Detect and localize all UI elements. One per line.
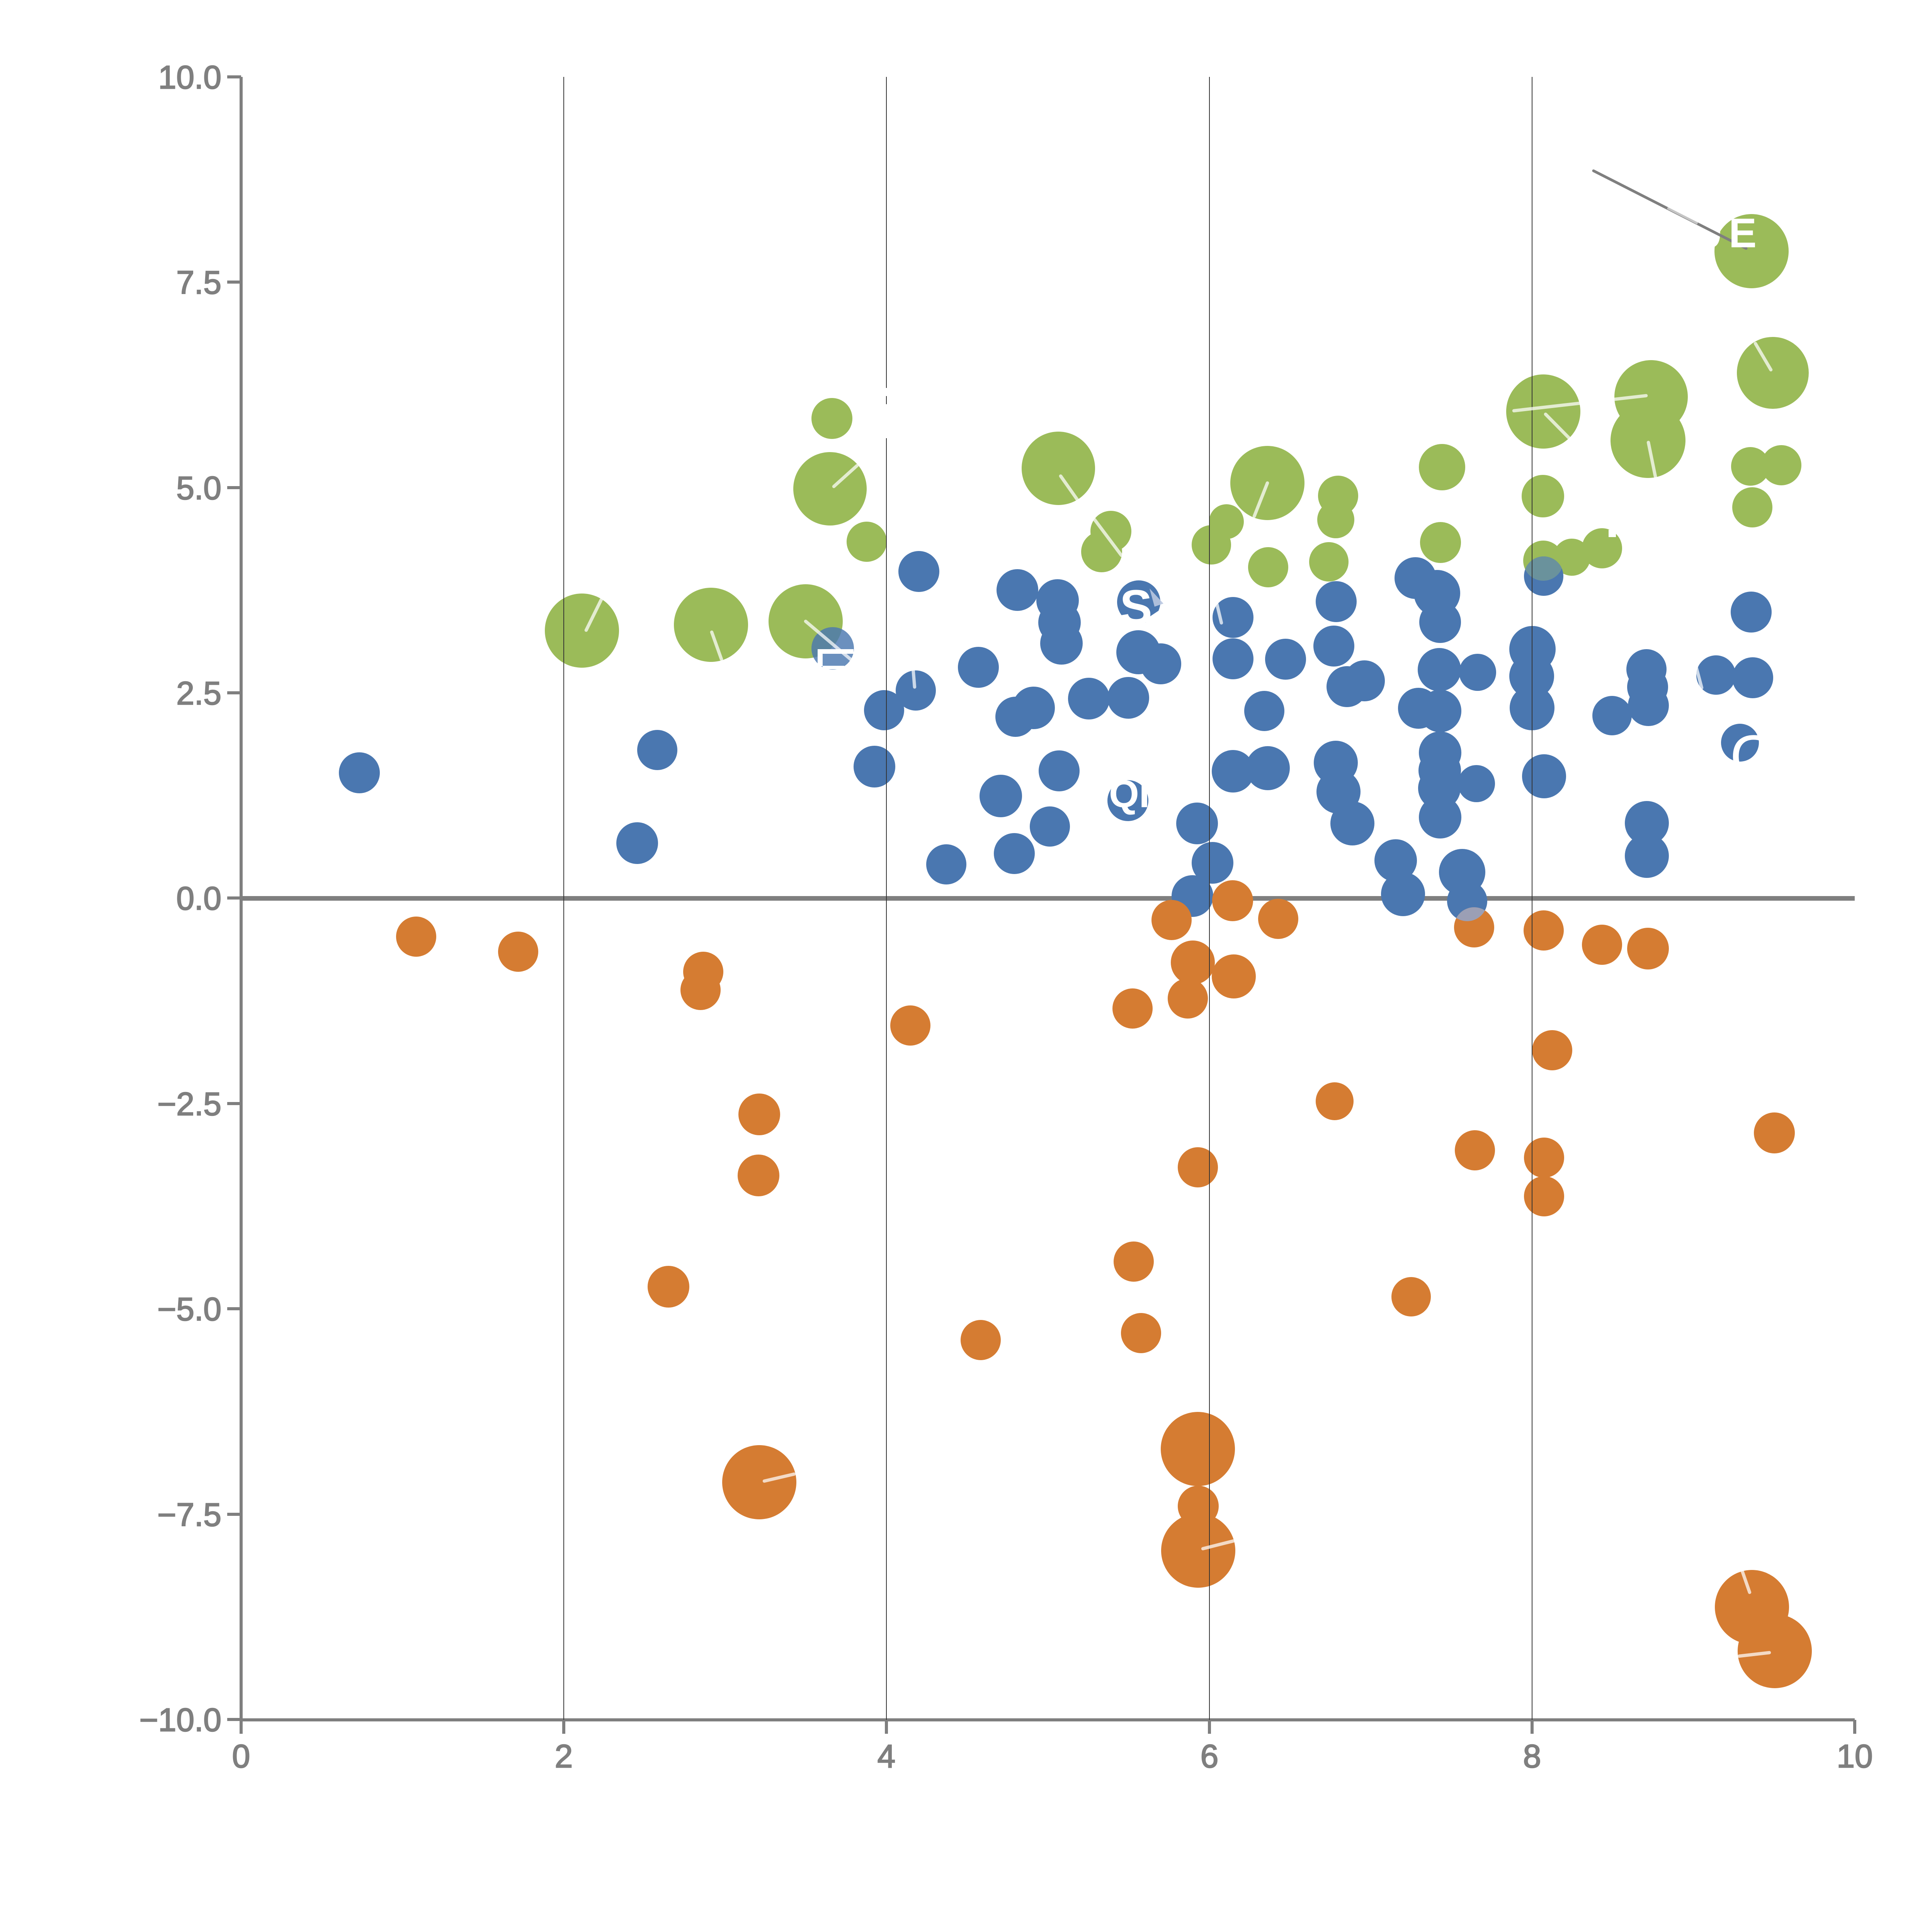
svg-text:S: S [1120,580,1152,634]
svg-text:8: 8 [1523,1738,1541,1774]
svg-text:10: 10 [1837,1738,1872,1774]
svg-text:−2.5: −2.5 [157,1086,221,1122]
svg-text:2.5: 2.5 [176,675,221,711]
svg-text:10.0: 10.0 [158,59,222,95]
svg-text:−10.0: −10.0 [139,1702,221,1738]
svg-text:5.0: 5.0 [176,470,221,506]
svg-text:G: G [1730,723,1777,791]
svg-text:−7.5: −7.5 [157,1497,221,1533]
svg-text:QI: QI [1109,772,1150,816]
svg-text:0.0: 0.0 [176,880,221,917]
svg-text:4: 4 [878,1738,896,1774]
svg-text:−5.0: −5.0 [157,1291,221,1327]
svg-text:E: E [1729,209,1757,256]
svg-text:2: 2 [555,1738,573,1774]
svg-text:0: 0 [232,1738,250,1774]
svg-text:7.5: 7.5 [176,264,221,301]
svg-text:6: 6 [1201,1738,1219,1774]
